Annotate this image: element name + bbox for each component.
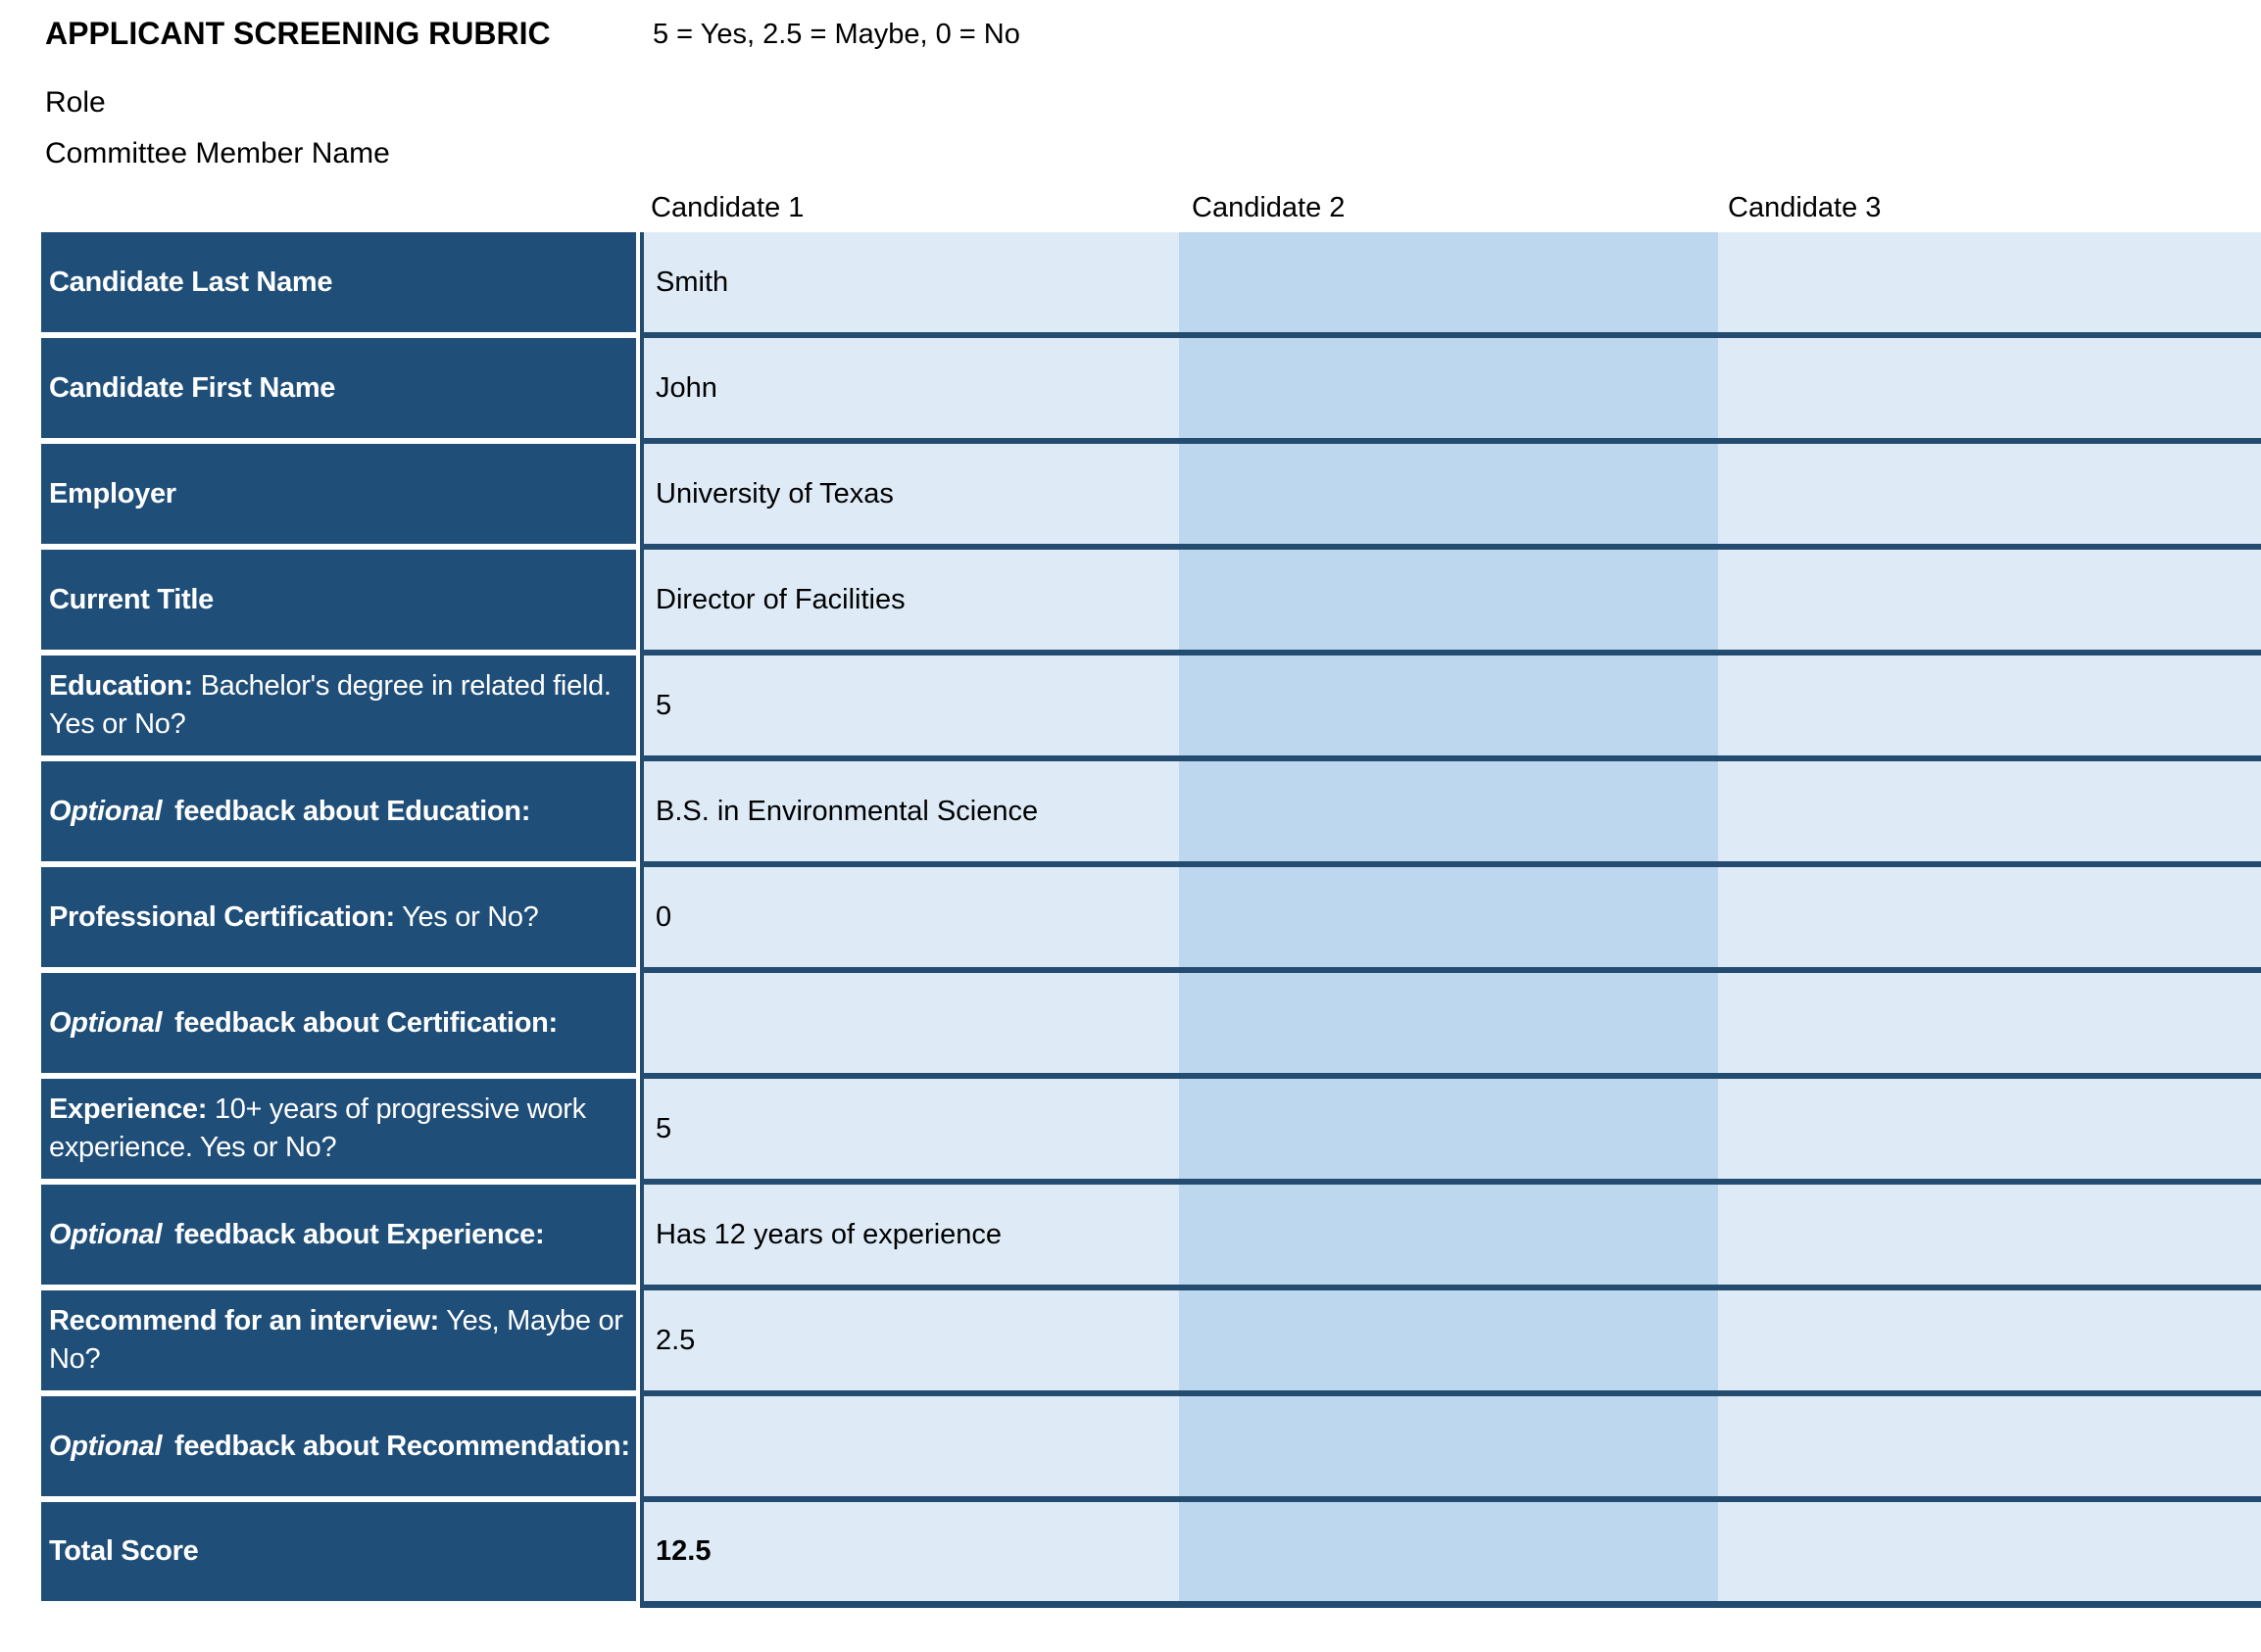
table-row: Recommend for an interview: Yes, Maybe o… (41, 1290, 2261, 1396)
row-label: Candidate First Name (41, 338, 636, 444)
cell-candidate2[interactable] (1179, 656, 1718, 761)
column-header-candidate-2: Candidate 2 (1192, 192, 1346, 223)
row-label: Current Title (41, 550, 636, 656)
cell-candidate2[interactable] (1179, 444, 1718, 550)
table-row: Education: Bachelor's degree in related … (41, 656, 2261, 761)
cell-candidate1[interactable]: Director of Facilities (640, 550, 1179, 656)
cell-candidate1[interactable] (640, 1396, 1179, 1502)
row-label: Candidate Last Name (41, 232, 636, 338)
table-row: Experience: 10+ years of progressive wor… (41, 1079, 2261, 1185)
column-header-candidate-3: Candidate 3 (1728, 192, 1882, 223)
row-label: Optional feedback about Recommendation: (41, 1396, 636, 1502)
cell-candidate2[interactable] (1179, 1290, 1718, 1396)
row-label: Total Score (41, 1502, 636, 1608)
cell-candidate3[interactable] (1718, 232, 2261, 338)
role-label: Role (45, 86, 106, 119)
row-label: Education: Bachelor's degree in related … (41, 656, 636, 761)
cell-candidate3[interactable] (1718, 656, 2261, 761)
cell-candidate3[interactable] (1718, 1185, 2261, 1290)
cell-candidate3[interactable] (1718, 444, 2261, 550)
row-label: Employer (41, 444, 636, 550)
cell-candidate3[interactable] (1718, 338, 2261, 444)
cell-candidate2[interactable] (1179, 1396, 1718, 1502)
cell-candidate1[interactable]: 0 (640, 867, 1179, 973)
page-title: APPLICANT SCREENING RUBRIC (45, 16, 551, 51)
table-row: Employer University of Texas (41, 444, 2261, 550)
table-row: Optional feedback about Education: B.S. i… (41, 761, 2261, 867)
row-label: Optional feedback about Experience: (41, 1185, 636, 1290)
cell-candidate3[interactable] (1718, 1396, 2261, 1502)
table-row: Candidate First Name John (41, 338, 2261, 444)
table-row: Total Score 12.5 (41, 1502, 2261, 1608)
cell-candidate1[interactable]: 5 (640, 1079, 1179, 1185)
cell-candidate2[interactable] (1179, 761, 1718, 867)
table-row: Optional feedback about Certification: (41, 973, 2261, 1079)
cell-candidate1[interactable]: B.S. in Environmental Science (640, 761, 1179, 867)
scoring-legend: 5 = Yes, 2.5 = Maybe, 0 = No (653, 19, 1020, 50)
row-label: Experience: 10+ years of progressive wor… (41, 1079, 636, 1185)
rubric-table: Candidate Last Name Smith Candidate First … (41, 232, 2261, 1608)
cell-candidate2[interactable] (1179, 1502, 1718, 1608)
cell-candidate3[interactable] (1718, 761, 2261, 867)
cell-candidate2[interactable] (1179, 867, 1718, 973)
cell-candidate3[interactable] (1718, 1079, 2261, 1185)
cell-candidate3[interactable] (1718, 973, 2261, 1079)
cell-candidate1[interactable]: Has 12 years of experience (640, 1185, 1179, 1290)
cell-candidate3[interactable] (1718, 1290, 2261, 1396)
cell-candidate1[interactable]: University of Texas (640, 444, 1179, 550)
cell-candidate2[interactable] (1179, 232, 1718, 338)
row-label: Recommend for an interview: Yes, Maybe o… (41, 1290, 636, 1396)
cell-candidate2[interactable] (1179, 1185, 1718, 1290)
cell-candidate1[interactable]: 12.5 (640, 1502, 1179, 1608)
table-row: Optional feedback about Recommendation: (41, 1396, 2261, 1502)
column-header-candidate-1: Candidate 1 (651, 192, 805, 223)
cell-candidate1[interactable]: 2.5 (640, 1290, 1179, 1396)
committee-member-name-label: Committee Member Name (45, 137, 390, 170)
cell-candidate2[interactable] (1179, 1079, 1718, 1185)
row-label: Optional feedback about Certification: (41, 973, 636, 1079)
table-row: Optional feedback about Experience: Has 1… (41, 1185, 2261, 1290)
cell-candidate3[interactable] (1718, 550, 2261, 656)
cell-candidate3[interactable] (1718, 867, 2261, 973)
cell-candidate1[interactable] (640, 973, 1179, 1079)
row-label: Optional feedback about Education: (41, 761, 636, 867)
cell-candidate3[interactable] (1718, 1502, 2261, 1608)
cell-candidate1[interactable]: Smith (640, 232, 1179, 338)
cell-candidate1[interactable]: 5 (640, 656, 1179, 761)
table-row: Candidate Last Name Smith (41, 232, 2261, 338)
table-row: Current Title Director of Facilities (41, 550, 2261, 656)
row-label: Professional Certification: Yes or No? (41, 867, 636, 973)
table-row: Professional Certification: Yes or No? 0 (41, 867, 2261, 973)
cell-candidate2[interactable] (1179, 973, 1718, 1079)
cell-candidate1[interactable]: John (640, 338, 1179, 444)
cell-candidate2[interactable] (1179, 338, 1718, 444)
cell-candidate2[interactable] (1179, 550, 1718, 656)
